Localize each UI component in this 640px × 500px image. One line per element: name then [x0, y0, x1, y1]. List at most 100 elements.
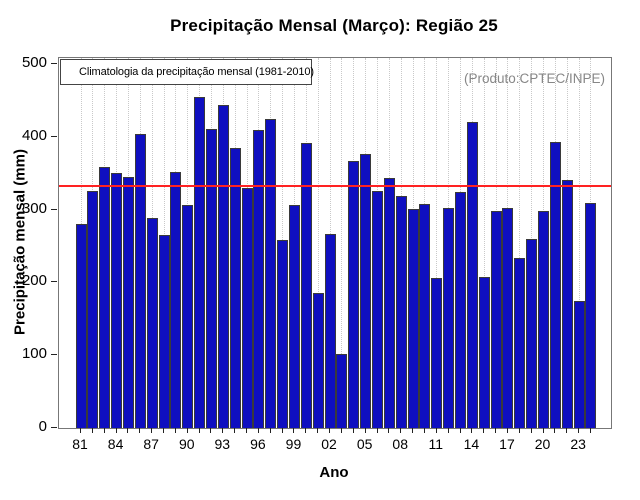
- year-gridline: [436, 58, 438, 428]
- year-gridline: [317, 58, 319, 428]
- x-tick: [340, 428, 342, 433]
- x-tick: [412, 428, 414, 433]
- bar-year-21: [549, 141, 561, 428]
- x-tick: [246, 428, 248, 433]
- x-tick: [376, 428, 378, 433]
- bar-year-97: [265, 119, 277, 428]
- y-axis-title: Precipitação mensal (mm): [11, 149, 29, 335]
- x-tick: [364, 428, 366, 433]
- bar-year-10: [419, 203, 431, 428]
- bar-year-93: [217, 105, 229, 428]
- bar-year-01: [312, 292, 324, 428]
- x-tick-label: 99: [285, 436, 302, 452]
- x-tick-label: 90: [178, 436, 195, 452]
- chart-title: Precipitação Mensal (Março): Região 25: [170, 16, 498, 35]
- y-tick-label: 300: [21, 199, 47, 217]
- x-tick: [400, 428, 402, 433]
- bar-year-91: [194, 96, 206, 428]
- x-tick: [281, 428, 283, 433]
- year-gridline: [578, 58, 580, 428]
- x-tick: [435, 428, 437, 433]
- x-tick: [305, 428, 307, 433]
- product-credit-label: (Produto:CPTEC/INPE): [463, 71, 605, 86]
- x-tick: [151, 428, 153, 433]
- y-tick-label: 400: [21, 126, 47, 144]
- y-tick-label: 100: [21, 345, 47, 363]
- x-tick-label: 81: [72, 436, 88, 452]
- x-tick: [174, 428, 176, 433]
- y-tick: [51, 281, 57, 283]
- x-tick-label: 20: [534, 436, 551, 452]
- x-tick: [329, 428, 331, 433]
- bar-year-13: [455, 192, 467, 428]
- bar-year-04: [348, 160, 360, 428]
- x-tick: [127, 428, 129, 433]
- y-tick-label: 500: [21, 54, 47, 71]
- bar-year-84: [111, 173, 123, 428]
- x-tick: [103, 428, 105, 433]
- x-tick: [530, 428, 532, 433]
- bar-year-88: [158, 235, 170, 428]
- x-tick-label: 05: [356, 436, 373, 452]
- bar-year-17: [502, 208, 514, 428]
- climatology-reference-line: [59, 185, 611, 188]
- x-tick: [589, 428, 591, 433]
- x-tick: [115, 428, 117, 433]
- x-tick: [257, 428, 259, 433]
- bar-year-12: [443, 208, 455, 428]
- y-tick: [51, 427, 57, 428]
- bar-year-82: [87, 190, 99, 428]
- bar-year-09: [407, 208, 419, 428]
- bar-year-22: [561, 179, 573, 428]
- bar-year-02: [324, 233, 336, 428]
- bar-year-11: [431, 278, 443, 428]
- bar-year-08: [395, 195, 407, 428]
- x-tick-label: 23: [570, 436, 586, 452]
- bar-year-99: [288, 204, 300, 428]
- x-tick-label: 84: [107, 436, 124, 452]
- x-tick: [459, 428, 461, 433]
- year-gridline: [483, 58, 485, 428]
- bar-year-16: [490, 211, 502, 428]
- x-tick: [495, 428, 497, 433]
- bar-year-06: [372, 190, 383, 428]
- legend: Climatologia da precipitação mensal (198…: [60, 59, 314, 85]
- x-tick: [506, 428, 508, 433]
- x-tick: [518, 428, 520, 433]
- x-tick: [483, 428, 485, 433]
- bar-year-81: [75, 224, 87, 428]
- y-tick: [51, 208, 57, 210]
- bar-year-92: [205, 128, 217, 428]
- bar-year-96: [253, 130, 265, 428]
- x-tick: [222, 428, 224, 433]
- bar-year-83: [99, 167, 111, 428]
- bar-year-24: [585, 203, 597, 428]
- bar-year-00: [300, 142, 312, 428]
- y-tick: [51, 135, 57, 137]
- bar-year-86: [134, 133, 146, 428]
- x-tick: [198, 428, 200, 433]
- x-tick: [447, 428, 449, 433]
- x-tick: [423, 428, 425, 433]
- y-tick-label: 200: [21, 272, 47, 290]
- bar-year-89: [170, 172, 182, 428]
- x-tick-label: 11: [428, 436, 444, 452]
- bar-year-14: [466, 122, 478, 428]
- x-tick-label: 96: [250, 436, 266, 452]
- x-tick-label: 02: [321, 436, 337, 452]
- x-tick: [186, 428, 188, 433]
- bar-year-87: [146, 217, 158, 428]
- x-tick: [554, 428, 556, 433]
- x-axis-title: Ano: [319, 464, 349, 481]
- bar-year-05: [360, 153, 372, 428]
- year-gridline: [341, 58, 343, 428]
- bar-year-18: [514, 257, 526, 428]
- bar-year-98: [277, 240, 289, 428]
- plot-area: Climatologia da precipitação mensal (198…: [58, 57, 612, 429]
- y-tick-label: 0: [38, 418, 47, 435]
- x-tick: [566, 428, 568, 433]
- bar-year-90: [182, 205, 194, 428]
- x-tick-label: 87: [143, 436, 159, 452]
- x-tick: [388, 428, 390, 433]
